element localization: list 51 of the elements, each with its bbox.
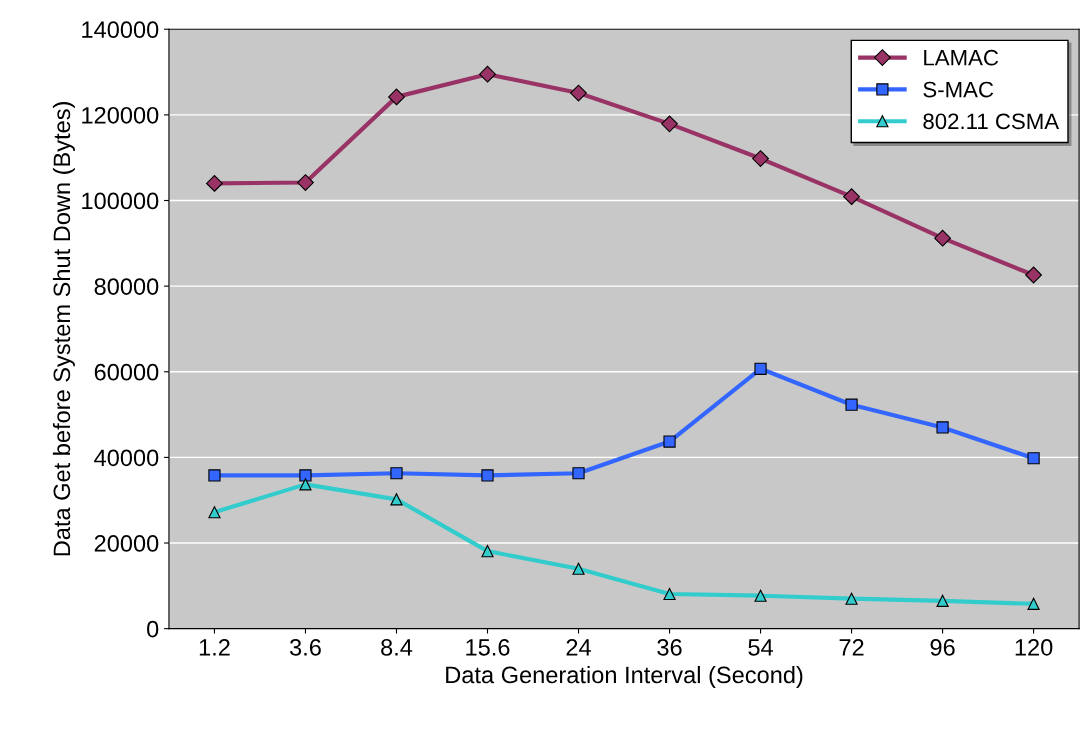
legend-label: S-MAC (923, 81, 994, 98)
y-tick-label: 140000 (82, 21, 159, 39)
point (843, 188, 860, 206)
y-tick-label: 40000 (94, 449, 159, 467)
point (752, 150, 769, 167)
point (934, 229, 951, 247)
point (481, 545, 494, 558)
x-tick-label: 54 (748, 639, 773, 656)
y-tick-label: 0 (147, 620, 159, 638)
point (754, 589, 767, 602)
x-tick-label: 36 (657, 639, 682, 656)
point (936, 421, 949, 434)
legend-label: 802.11 CSMA (923, 113, 1060, 130)
x-tick-label: 8.4 (381, 639, 413, 656)
point (206, 174, 223, 192)
point (754, 362, 767, 375)
point (845, 592, 858, 605)
x-axis-title: Data Generation Interval (Second) (446, 665, 803, 688)
point (1025, 266, 1043, 284)
point (299, 469, 312, 482)
point (388, 88, 405, 106)
point (661, 115, 678, 133)
x-tick-label: 3.6 (289, 639, 321, 656)
x-tick-label: 120 (1015, 639, 1053, 656)
y-tick-label: 20000 (94, 535, 159, 552)
x-tick-label: 72 (839, 639, 864, 656)
point (297, 174, 314, 191)
point (208, 469, 221, 482)
point (208, 506, 221, 519)
y-tick-label: 80000 (94, 278, 159, 295)
point (572, 467, 585, 480)
point (572, 562, 585, 575)
y-tick-label: 100000 (82, 192, 159, 210)
x-tick-label: 15.6 (466, 639, 510, 656)
y-tick-label: 120000 (82, 106, 159, 124)
point (936, 594, 949, 607)
point (663, 587, 676, 601)
y-tick-label: 60000 (94, 363, 159, 381)
point (1027, 452, 1040, 465)
point (390, 467, 403, 480)
x-tick-label: 1.2 (199, 639, 230, 656)
legend-label: LAMAC (924, 49, 999, 66)
x-tick-label: 96 (930, 639, 955, 656)
point (479, 65, 496, 83)
point (481, 469, 494, 482)
point (845, 398, 858, 411)
x-tick-label: 24 (566, 639, 591, 656)
y-axis-title: Data Get before System Shut Down (Bytes) (52, 102, 75, 556)
point (570, 84, 587, 102)
point (1027, 597, 1040, 610)
point (663, 435, 676, 448)
